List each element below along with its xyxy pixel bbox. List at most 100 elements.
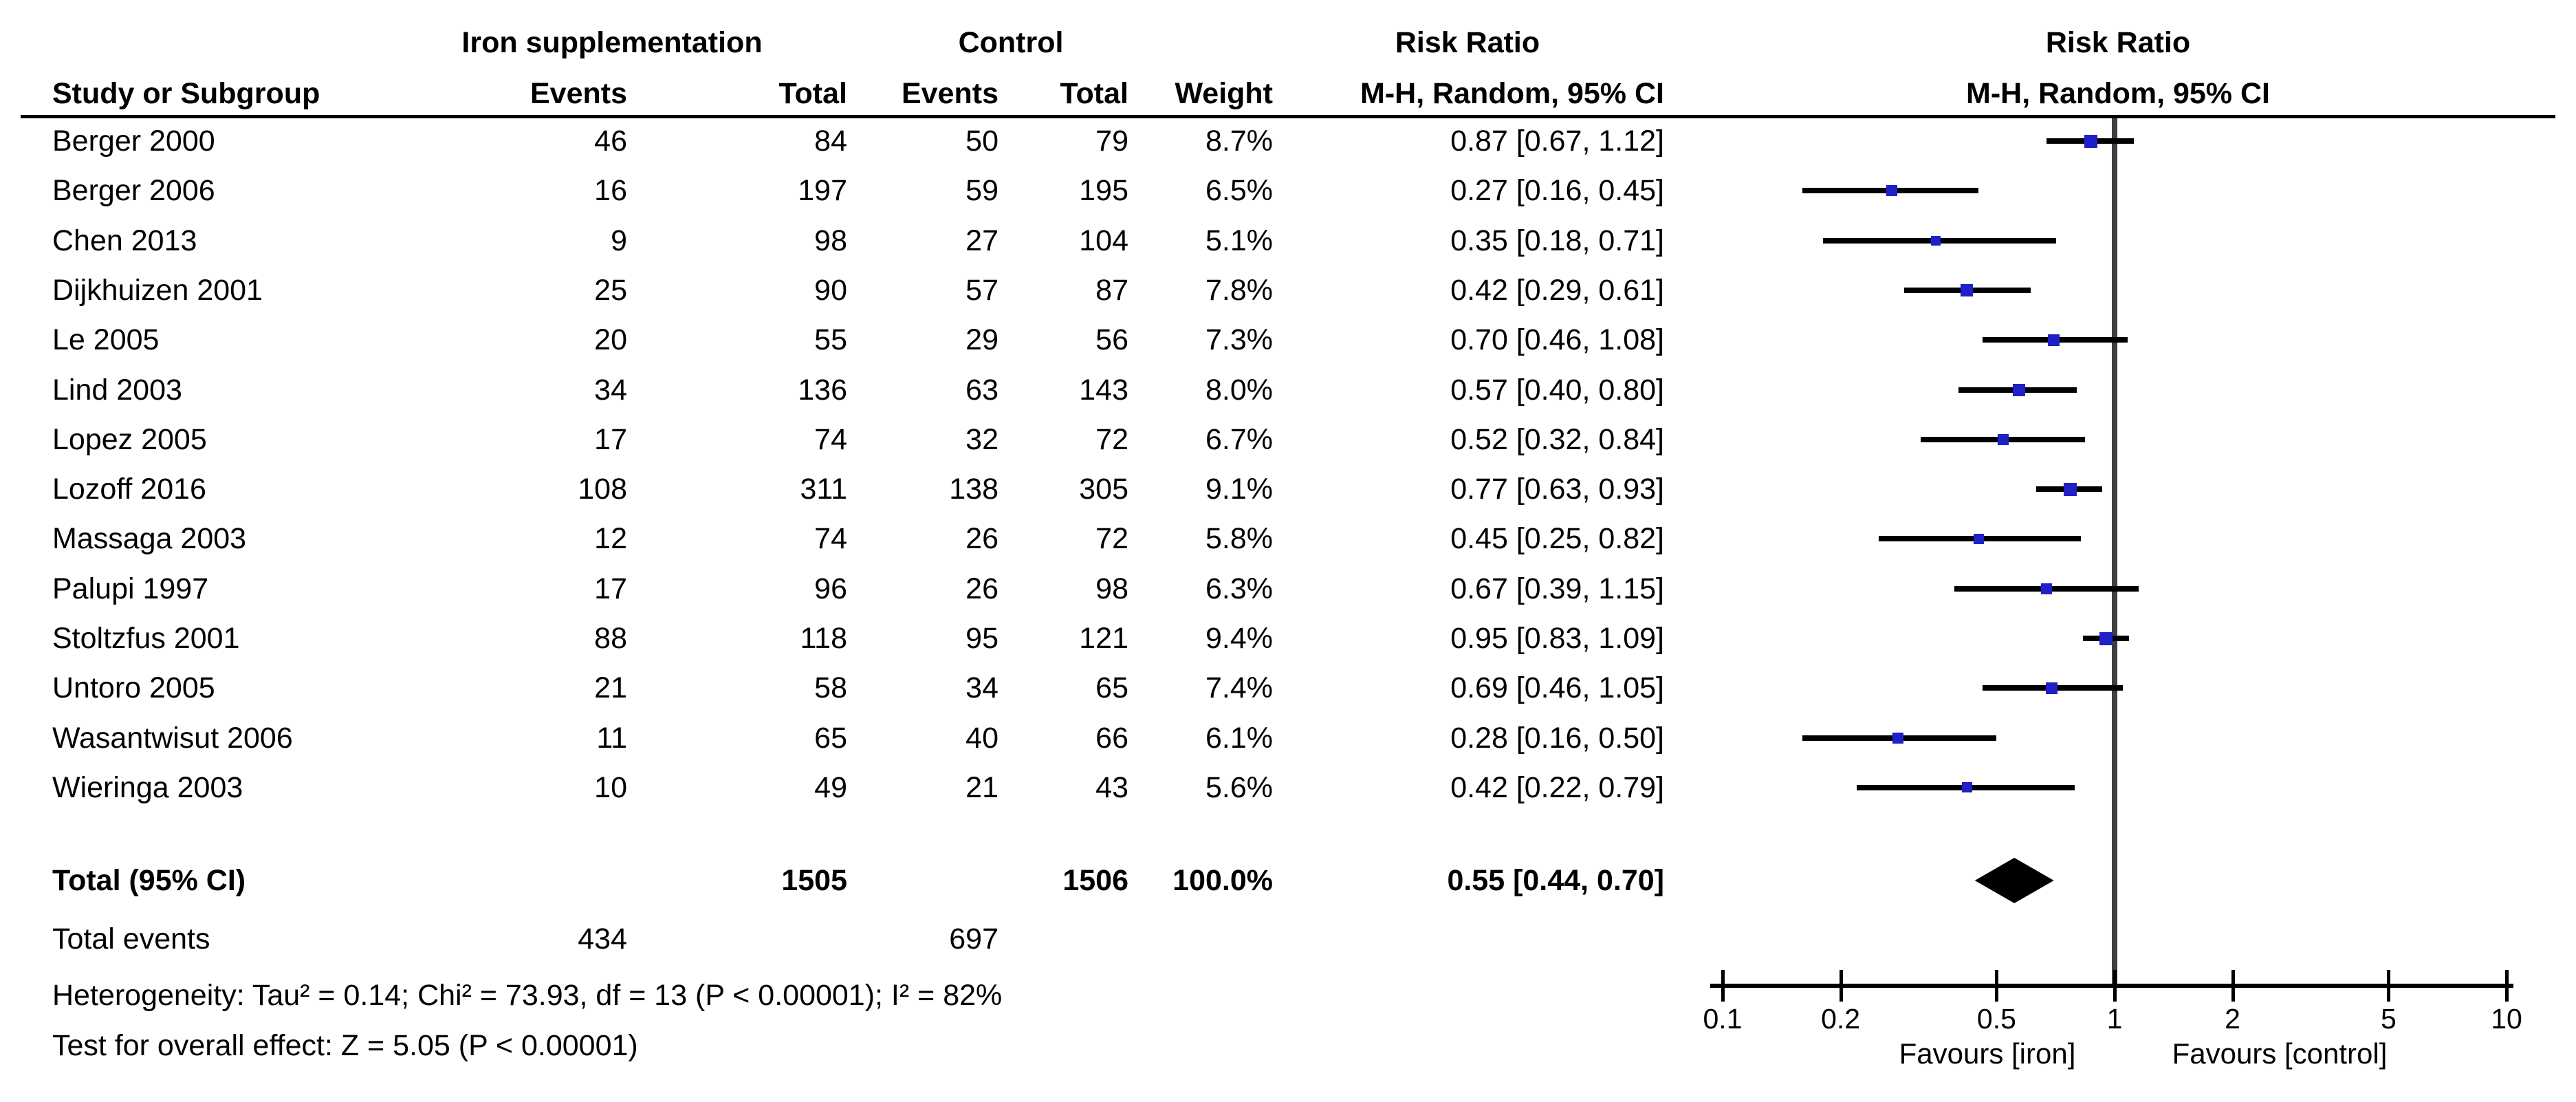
cell-iron_total: 98 <box>814 224 847 257</box>
cell-iron_total: 96 <box>814 572 847 605</box>
study-name: Berger 2000 <box>52 125 215 158</box>
cell-ctrl_events: 21 <box>965 770 998 804</box>
axis-tick-label: 1 <box>2106 1003 2123 1035</box>
cell-ctrl_total: 66 <box>1095 721 1128 755</box>
effect-marker <box>2048 334 2060 346</box>
study-name: Chen 2013 <box>52 224 197 257</box>
cell-weight_label: 7.8% <box>1205 273 1273 307</box>
cell-ctrl_events: 40 <box>965 721 998 755</box>
cell-iron_total: 65 <box>814 721 847 755</box>
study-name: Dijkhuizen 2001 <box>52 273 263 307</box>
cell-ctrl_events: 26 <box>965 572 998 605</box>
cell-iron_events: 34 <box>594 373 627 407</box>
x-axis-line <box>1710 984 2513 988</box>
axis-tick <box>1721 970 1725 1002</box>
null-effect-line <box>2112 118 2117 986</box>
cell-ctrl_total: 98 <box>1095 572 1128 605</box>
cell-ctrl_total: 72 <box>1095 522 1128 556</box>
effect-marker <box>1886 185 1897 197</box>
column-header-mh-ci-text: M-H, Random, 95% CI <box>1360 77 1664 110</box>
cell-iron_total: 49 <box>814 770 847 804</box>
study-name: Berger 2006 <box>52 174 215 208</box>
cell-weight_label: 6.3% <box>1205 572 1273 605</box>
cell-ci_label: 0.67 [0.39, 1.15] <box>1450 572 1664 605</box>
column-header-study: Study or Subgroup <box>52 77 320 110</box>
column-group-iron: Iron supplementation <box>461 26 763 59</box>
cell-ctrl_events: 63 <box>965 373 998 407</box>
cell-ci_label: 0.52 [0.32, 0.84] <box>1450 422 1664 456</box>
cell-ctrl_total: 65 <box>1095 671 1128 705</box>
cell-ctrl_total: 305 <box>1079 473 1128 506</box>
axis-tick <box>1839 970 1843 1002</box>
cell-ctrl_total: 79 <box>1095 125 1128 158</box>
study-name: Wasantwisut 2006 <box>52 721 293 755</box>
column-header-iron-total: Total <box>778 77 847 110</box>
cell-weight_label: 6.1% <box>1205 721 1273 755</box>
study-name: Wieringa 2003 <box>52 770 243 804</box>
cell-weight_label: 8.0% <box>1205 373 1273 407</box>
total-events-label: Total events <box>52 922 210 955</box>
cell-ci_label: 0.27 [0.16, 0.45] <box>1450 174 1664 208</box>
effect-marker <box>1892 732 1903 744</box>
summary-diamond <box>1974 858 2054 903</box>
cell-ci_label: 0.42 [0.22, 0.79] <box>1450 770 1664 804</box>
cell-ctrl_events: 59 <box>965 174 998 208</box>
axis-tick-label: 0.2 <box>1821 1003 1861 1035</box>
study-name: Stoltzfus 2001 <box>52 622 240 655</box>
cell-ctrl_events: 57 <box>965 273 998 307</box>
axis-tick <box>2387 970 2391 1002</box>
column-group-risk-ratio-text: Risk Ratio <box>1395 26 1540 59</box>
cell-weight_label: 8.7% <box>1205 125 1273 158</box>
favours-left-label: Favours [iron] <box>1899 1037 2076 1070</box>
axis-tick <box>2113 970 2117 1002</box>
effect-marker <box>1961 782 1972 793</box>
cell-ctrl_events: 95 <box>965 622 998 655</box>
column-header-weight: Weight <box>1175 77 1273 110</box>
cell-ctrl_total: 56 <box>1095 323 1128 357</box>
cell-ctrl_total: 43 <box>1095 770 1128 804</box>
effect-marker <box>1931 235 1941 246</box>
study-name: Massaga 2003 <box>52 522 247 556</box>
cell-iron_total: 84 <box>814 125 847 158</box>
axis-tick <box>2231 970 2235 1002</box>
column-header-control-total: Total <box>1060 77 1128 110</box>
cell-ctrl_events: 27 <box>965 224 998 257</box>
effect-marker <box>2045 682 2057 694</box>
cell-ctrl_events: 32 <box>965 422 998 456</box>
cell-ci_label: 0.35 [0.18, 0.71] <box>1450 224 1664 257</box>
cell-iron_events: 21 <box>594 671 627 705</box>
study-name: Lopez 2005 <box>52 422 207 456</box>
cell-ci_label: 0.69 [0.46, 1.05] <box>1450 671 1664 705</box>
cell-weight_label: 6.7% <box>1205 422 1273 456</box>
cell-ctrl_events: 138 <box>949 473 998 506</box>
cell-iron_events: 46 <box>594 125 627 158</box>
cell-weight_label: 7.4% <box>1205 671 1273 705</box>
cell-iron_events: 108 <box>578 473 627 506</box>
effect-marker <box>1973 533 1984 544</box>
header-rule <box>21 115 2555 118</box>
total-events-iron: 434 <box>578 922 627 955</box>
total-ci-label: 0.55 [0.44, 0.70] <box>1447 864 1664 897</box>
cell-ci_label: 0.70 [0.46, 1.08] <box>1450 323 1664 357</box>
cell-iron_total: 197 <box>798 174 847 208</box>
cell-iron_events: 9 <box>611 224 627 257</box>
cell-ci_label: 0.42 [0.29, 0.61] <box>1450 273 1664 307</box>
axis-tick <box>2505 970 2509 1002</box>
column-header-iron-events: Events <box>530 77 627 110</box>
total-row-label: Total (95% CI) <box>52 864 246 897</box>
cell-weight_label: 9.1% <box>1205 473 1273 506</box>
effect-marker <box>2084 134 2098 148</box>
effect-marker <box>2063 482 2077 496</box>
study-name: Untoro 2005 <box>52 671 215 705</box>
study-name: Palupi 1997 <box>52 572 209 605</box>
axis-tick <box>1995 970 1999 1002</box>
cell-iron_total: 136 <box>798 373 847 407</box>
axis-tick-label: 5 <box>2381 1003 2397 1035</box>
cell-ctrl_events: 29 <box>965 323 998 357</box>
cell-ci_label: 0.95 [0.83, 1.09] <box>1450 622 1664 655</box>
axis-tick-label: 0.1 <box>1703 1003 1743 1035</box>
cell-iron_events: 12 <box>594 522 627 556</box>
study-name: Lind 2003 <box>52 373 182 407</box>
cell-ci_label: 0.28 [0.16, 0.50] <box>1450 721 1664 755</box>
